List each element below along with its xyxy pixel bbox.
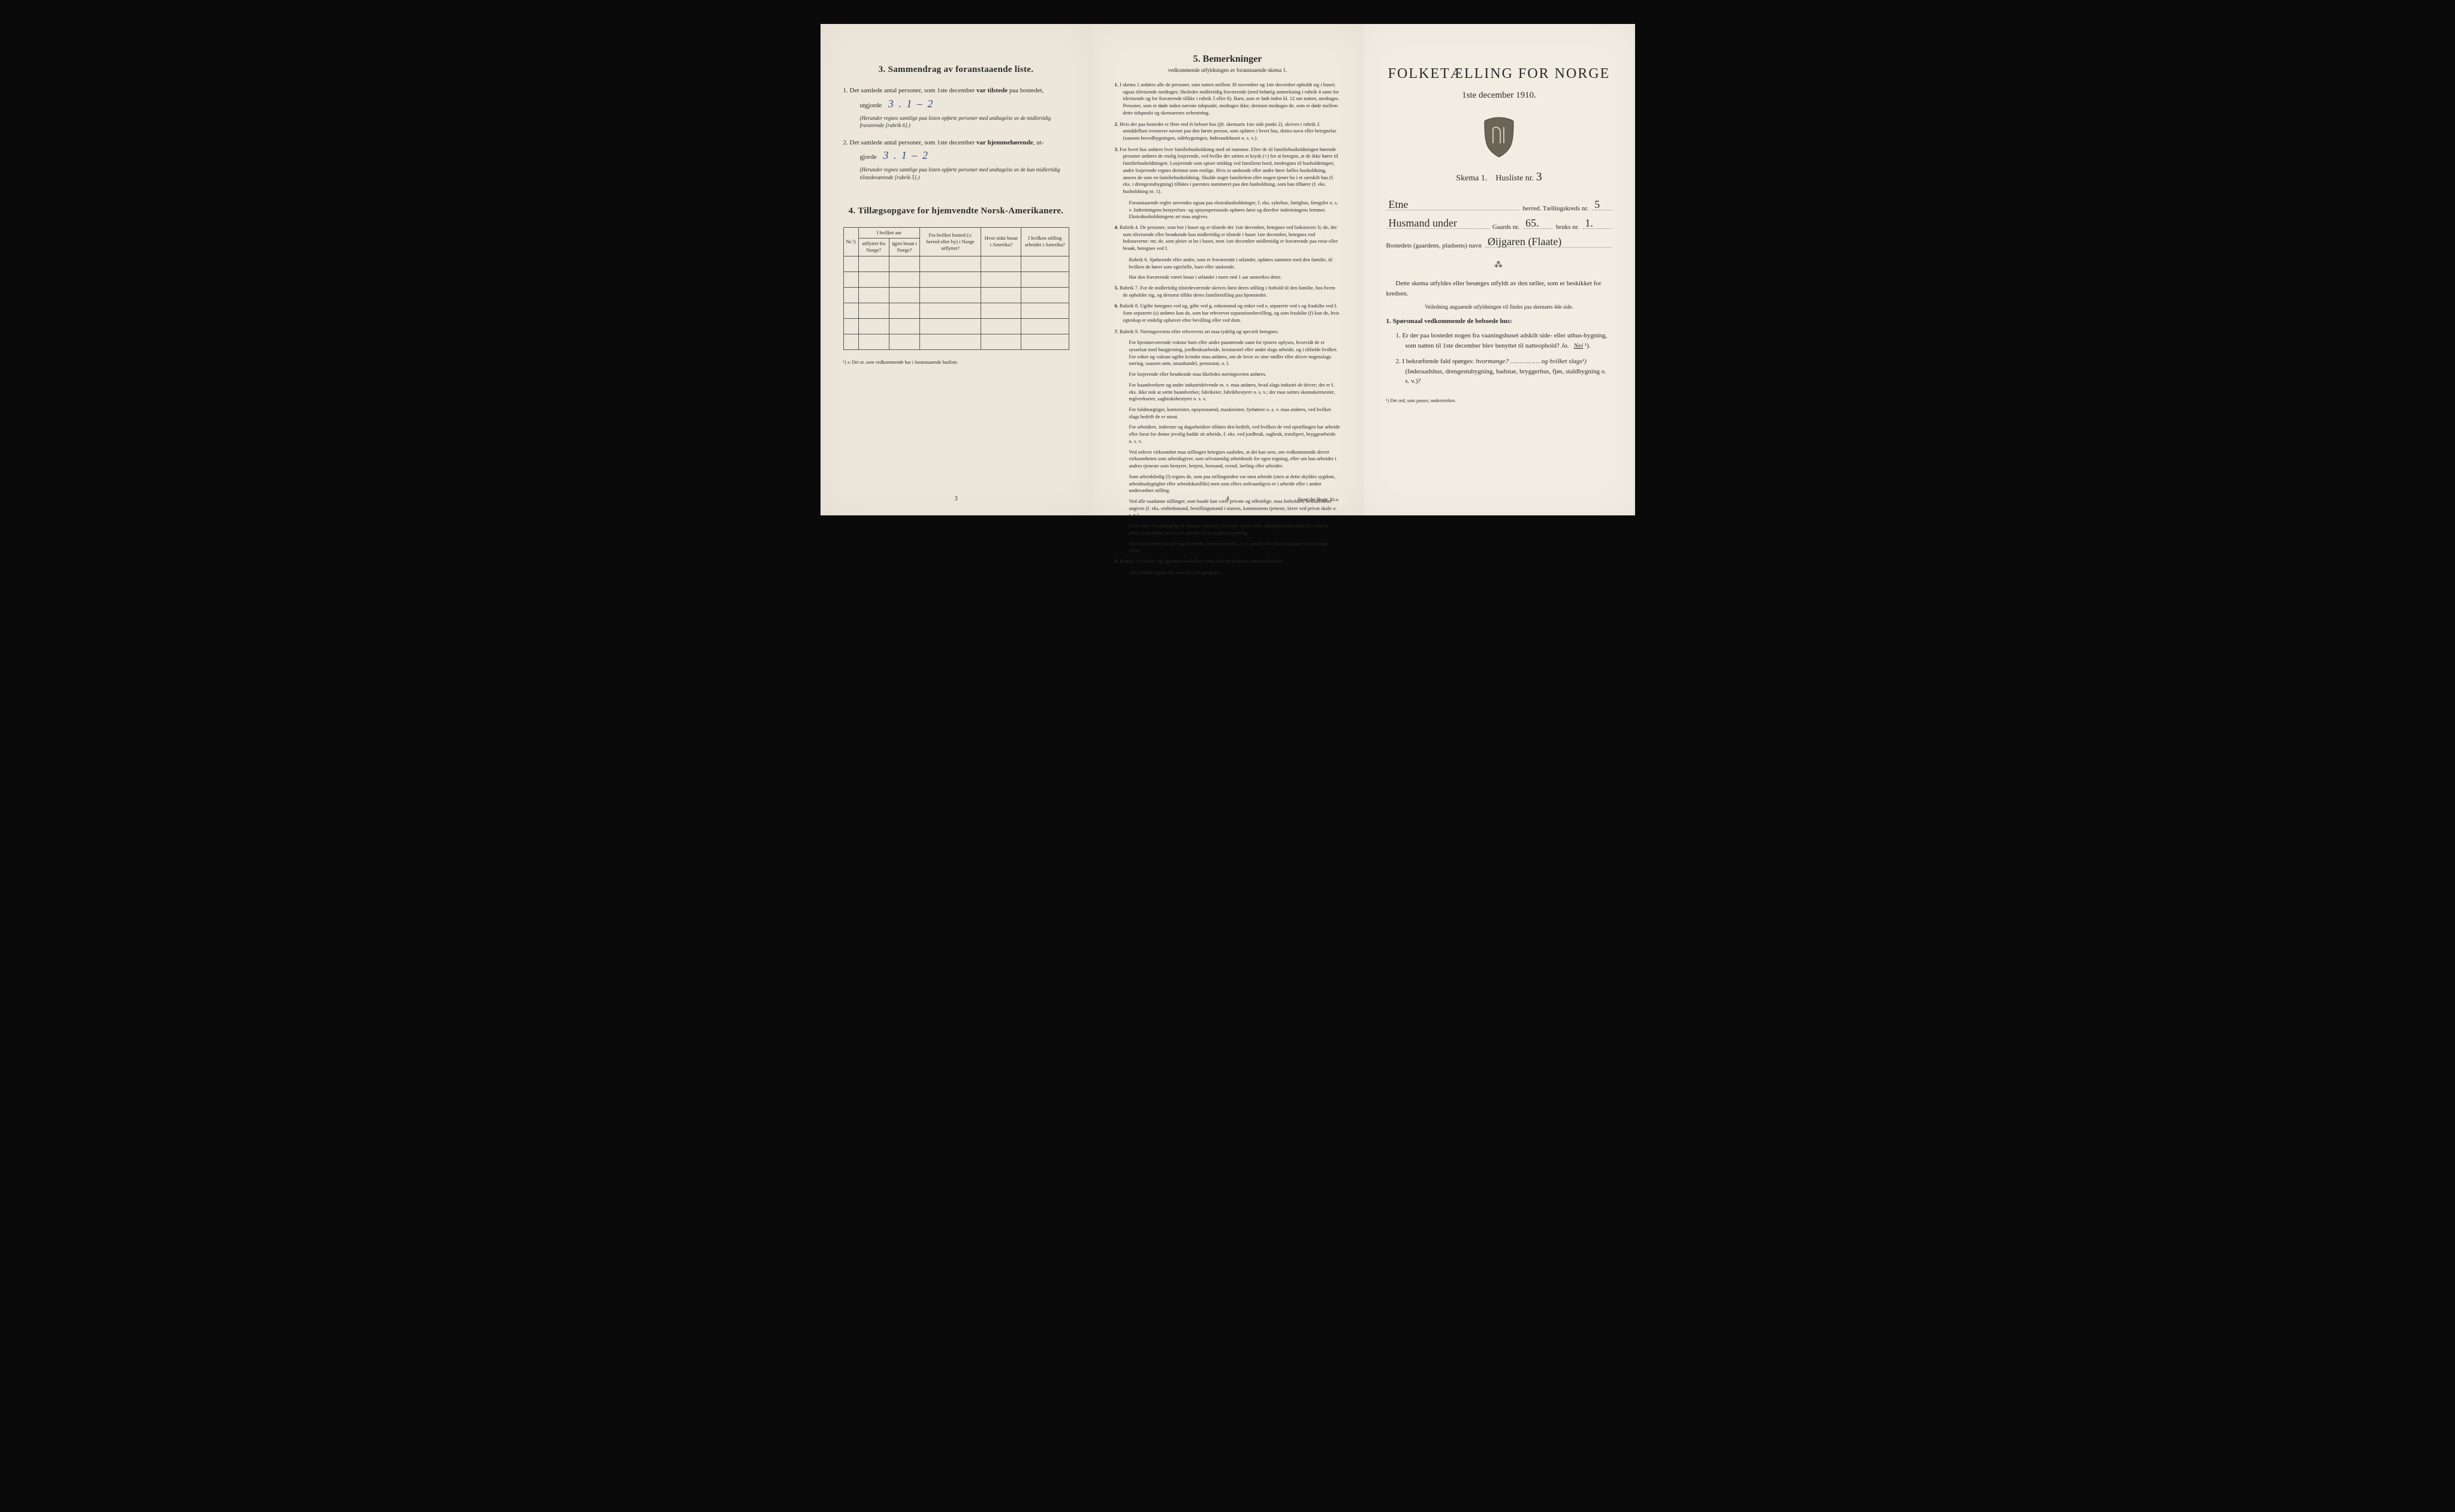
document-spread: 3. Sammendrag av foranstaaende liste. 1.… <box>821 24 1635 515</box>
table-body <box>843 256 1069 349</box>
item-1: 1. Det samlede antal personer, som 1ste … <box>843 86 1069 129</box>
ornament: ⁂ <box>1386 260 1612 270</box>
gaard-pre-hand: Husmand under <box>1389 217 1457 230</box>
kreds-hand: 5 <box>1594 198 1600 211</box>
remark-item: 6. Rubrik 8. Ugifte betegnes ved ug, gif… <box>1115 303 1341 324</box>
herred-line: Etne herred. Tællingskreds nr. 5 <box>1386 204 1612 212</box>
page-title: FOLKETÆLLING FOR NORGE 1ste december 191… <box>1364 24 1635 515</box>
bruks-nr-hand: 1. <box>1585 217 1594 230</box>
table-row <box>843 303 1069 318</box>
section-4-footnote: ¹) ɔ: Det nr. som vedkommende har i fora… <box>843 360 1069 365</box>
page-number-3: 3 <box>821 495 1092 502</box>
section-4-table: Nr.¹) I hvilket aar Fra hvilket bosted (… <box>843 227 1069 349</box>
bosted-hand: Øijgaren (Flaate) <box>1488 236 1561 248</box>
herred-hand: Etne <box>1389 198 1409 211</box>
table-row <box>843 256 1069 271</box>
table-row <box>843 271 1069 287</box>
husliste-nr: 3 <box>1536 170 1542 183</box>
remark-item: 4. Rubrik 4. De personer, som bor i huse… <box>1115 224 1341 252</box>
q-heading: 1. Spørsmaal vedkommende de beboede hus: <box>1386 316 1612 327</box>
section-3-title: 3. Sammendrag av foranstaaende liste. <box>843 65 1069 75</box>
printer-credit: Steen'ske Bogtr. Kr.a. <box>1298 497 1339 502</box>
table-row <box>843 334 1069 349</box>
section-3-list: 1. Det samlede antal personer, som 1ste … <box>843 86 1069 181</box>
right-footnote: ¹) Det ord, som passer, understrekes. <box>1386 397 1612 405</box>
skema-line: Skema 1. Husliste nr. 3 <box>1386 170 1612 184</box>
title-block: FOLKETÆLLING FOR NORGE 1ste december 191… <box>1386 66 1612 184</box>
table-row <box>843 287 1069 303</box>
document-title: FOLKETÆLLING FOR NORGE <box>1386 66 1612 82</box>
question-2: 2. I bekræftende fald spørges: hvormange… <box>1396 357 1612 387</box>
table-row <box>843 318 1069 334</box>
section-5-title: 5. Bemerkninger <box>1115 54 1341 65</box>
handwritten-value-2: 3 . 1 – 2 <box>878 149 934 161</box>
remark-item: 5. Rubrik 7. For de midlertidig tilstede… <box>1115 285 1341 298</box>
remark-item: 7. Rubrik 9. Næringsveiens eller erhverv… <box>1115 328 1341 336</box>
section-4-title: 4. Tillægsopgave for hjemvendte Norsk-Am… <box>843 206 1069 216</box>
bosted-line: Bostedets (gaardens, pladsens) navn Øijg… <box>1386 242 1612 249</box>
page-3: 3. Sammendrag av foranstaaende liste. 1.… <box>821 24 1092 515</box>
remark-item: 1. I skema 1 anføres alle de personer, s… <box>1115 82 1341 117</box>
coat-of-arms-icon <box>1481 116 1517 158</box>
remark-item: 2. Hvis der paa bostedet er flere end ét… <box>1115 121 1341 142</box>
gaard-nr-hand: 65. <box>1525 217 1539 230</box>
remark-item: 3. For hvert hus anføres hver familiehus… <box>1115 146 1341 195</box>
item-2: 2. Det samlede antal personer, som 1ste … <box>843 138 1069 182</box>
handwritten-value-1: 3 . 1 – 2 <box>883 98 939 110</box>
section-5-subtitle: vedkommende utfyldningen av foranstaaend… <box>1115 67 1341 73</box>
remark-item: 8. Rubrik 14. Sinker og lignende aandssl… <box>1115 558 1341 565</box>
gaard-line: Husmand under Gaards nr. 65. bruks nr. 1… <box>1386 223 1612 231</box>
right-body: Dette skema utfyldes eller besørges utfy… <box>1386 279 1612 405</box>
question-1: 1. Er der paa bostedet nogen fra vaaning… <box>1396 331 1612 351</box>
document-date: 1ste december 1910. <box>1386 90 1612 101</box>
nei-underlined: Nei <box>1574 342 1583 349</box>
page-4: 5. Bemerkninger vedkommende utfyldningen… <box>1092 24 1364 515</box>
